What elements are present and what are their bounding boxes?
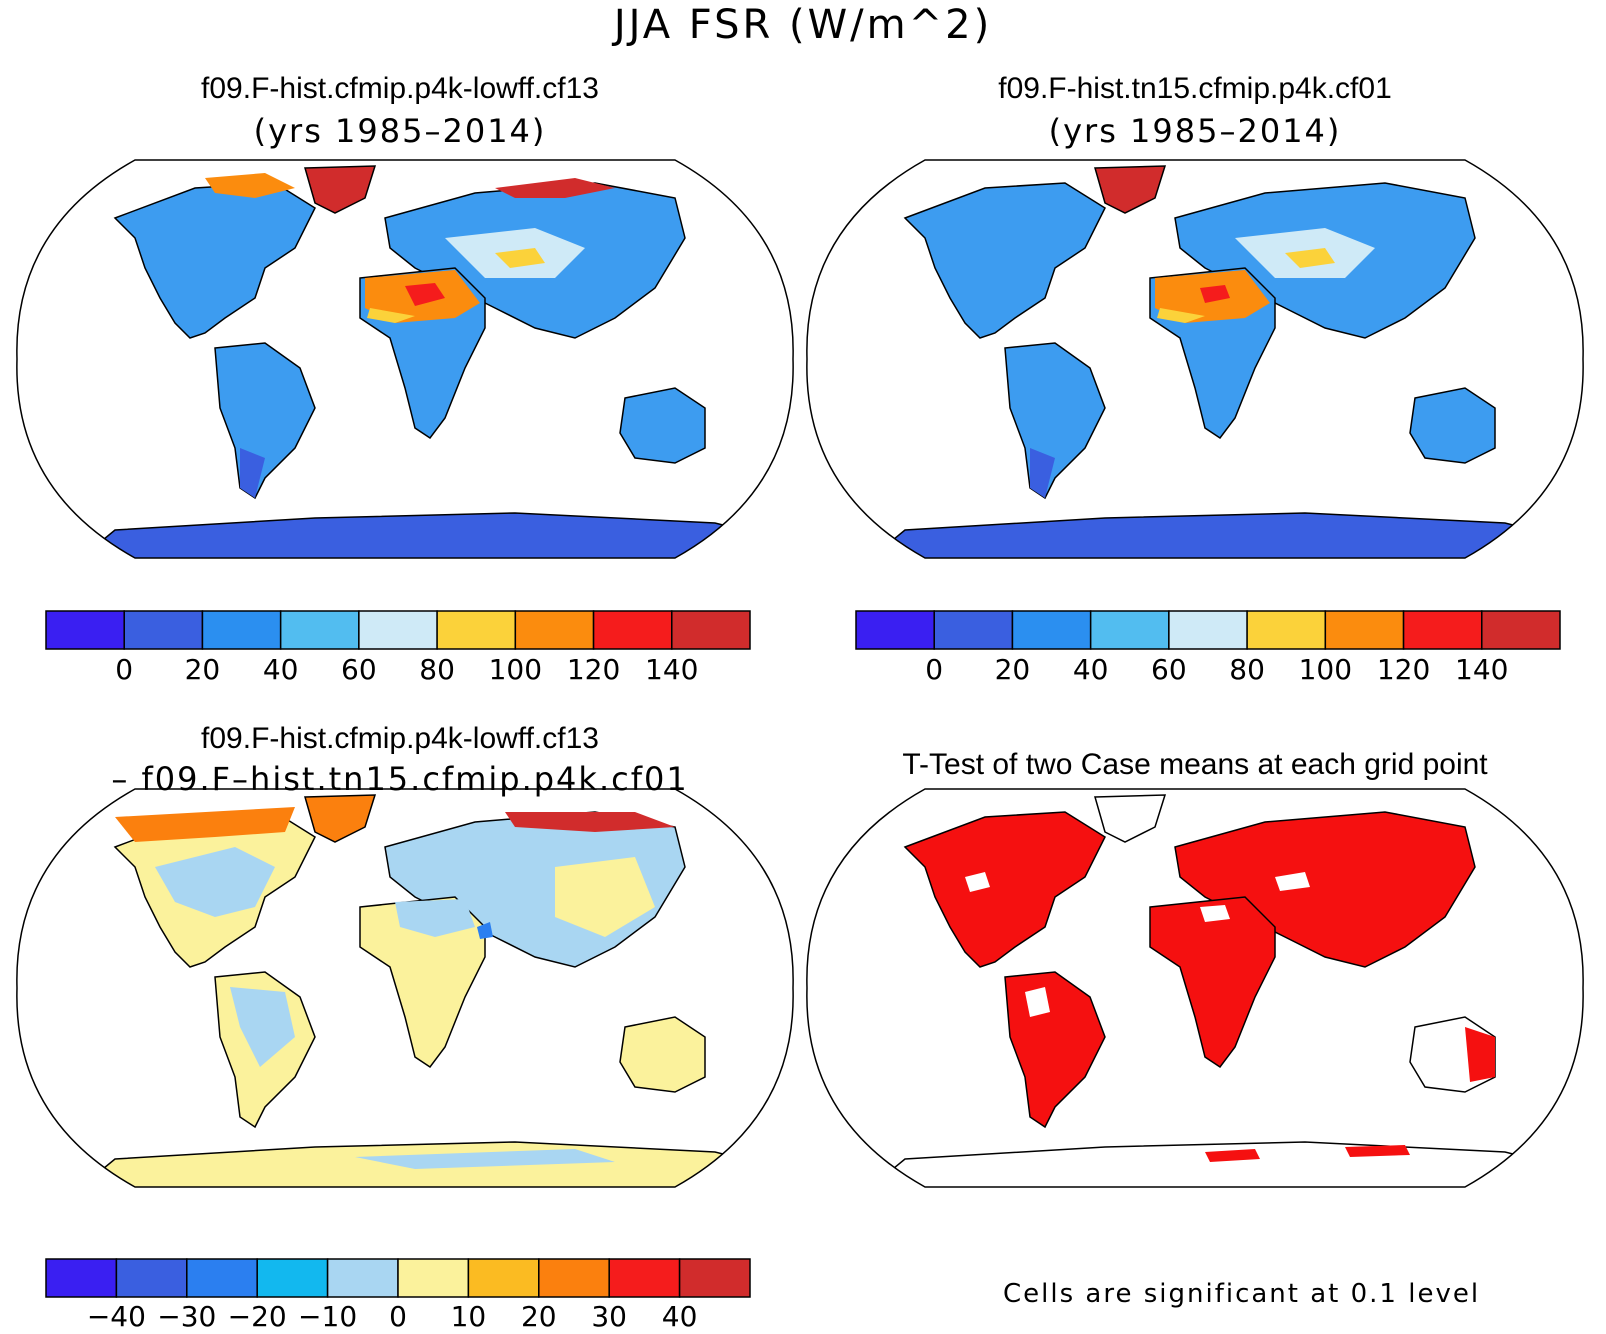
colorbar-tick-label: 40 bbox=[661, 1300, 698, 1333]
colorbar-tick-label: 60 bbox=[1151, 653, 1187, 686]
colorbar-tick-label: 140 bbox=[1455, 653, 1509, 686]
colorbar-swatch bbox=[1481, 610, 1561, 650]
colorbar-swatch bbox=[1089, 610, 1170, 650]
canada-arctic-shape bbox=[205, 173, 295, 198]
north-america-shape bbox=[113, 182, 316, 339]
colorbar-tick-label: 0 bbox=[389, 1300, 407, 1333]
south-america-shape bbox=[214, 342, 316, 500]
colorbar-tick-label: 20 bbox=[994, 653, 1031, 686]
south-america-shape bbox=[1004, 342, 1106, 500]
colorbar-swatch bbox=[436, 610, 517, 650]
panel-1-subtitle: (yrs 1985–2014) bbox=[253, 112, 547, 150]
colorbar-swatch bbox=[279, 610, 360, 650]
colorbar-swatch bbox=[326, 1258, 399, 1298]
colorbar-swatch bbox=[186, 1258, 258, 1298]
colorbar-swatch bbox=[256, 1258, 329, 1298]
colorbar-swatch bbox=[933, 610, 1014, 650]
colorbar-swatch bbox=[123, 610, 204, 650]
greenland-shape bbox=[304, 165, 377, 214]
greenland-shape bbox=[1094, 165, 1167, 214]
map-panel-4 bbox=[806, 788, 1584, 1188]
colorbar-swatch bbox=[1402, 610, 1483, 650]
colorbar-swatch bbox=[855, 610, 935, 650]
colorbar-ticks-panel-1: 0 20 40 60 80 100 120 140 bbox=[46, 653, 750, 687]
colorbar-swatch bbox=[608, 1258, 681, 1298]
colorbar-swatch bbox=[115, 1258, 188, 1298]
map-panel-2 bbox=[806, 159, 1584, 559]
colorbar-swatch bbox=[1168, 610, 1248, 650]
south-america-shape bbox=[1004, 971, 1106, 1129]
figure-title: JJA FSR (W/m^2) bbox=[613, 2, 993, 48]
colorbar-swatch bbox=[467, 1258, 540, 1298]
australia-shape bbox=[1409, 387, 1496, 464]
colorbar-swatch bbox=[1324, 610, 1405, 650]
colorbar-swatch bbox=[514, 610, 595, 650]
significance-note: Cells are significant at 0.1 level bbox=[1003, 1279, 1481, 1309]
colorbar-tick-label: 100 bbox=[1298, 653, 1353, 686]
colorbar-tick-label: 40 bbox=[262, 653, 299, 686]
colorbar-tick-label: 120 bbox=[566, 653, 621, 686]
colorbar-tick-label: 80 bbox=[419, 653, 455, 686]
colorbar-ticks-panel-3: −40 −30 −20 −10 0 10 20 30 40 bbox=[46, 1300, 750, 1334]
colorbar-swatch bbox=[538, 1258, 610, 1298]
panel-3-title: f09.F-hist.cfmip.p4k-lowff.cf13 bbox=[201, 722, 599, 755]
antarctica-shape bbox=[862, 1141, 1566, 1187]
panel-4-title: T-Test of two Case means at each grid po… bbox=[902, 748, 1488, 781]
map-panel-1 bbox=[16, 159, 794, 559]
australia-shape bbox=[619, 1016, 706, 1093]
colorbar-swatch bbox=[45, 1258, 118, 1298]
colorbar-tick-label: 40 bbox=[1072, 653, 1109, 686]
north-america-shape bbox=[903, 811, 1106, 968]
colorbar-panel-3 bbox=[45, 1258, 751, 1298]
colorbar-tick-label: 100 bbox=[488, 653, 543, 686]
colorbar-swatch bbox=[358, 610, 438, 650]
antarctica-shape bbox=[862, 512, 1566, 558]
africa-shape bbox=[1149, 896, 1276, 1069]
colorbar-swatch bbox=[592, 610, 673, 650]
colorbar-tick-label: 140 bbox=[645, 653, 699, 686]
north-america-shape bbox=[903, 182, 1106, 339]
panel-2-subtitle: (yrs 1985–2014) bbox=[1048, 112, 1342, 150]
colorbar-swatch bbox=[201, 610, 282, 650]
antarctica-shape bbox=[72, 512, 776, 558]
greenland-shape bbox=[304, 794, 377, 843]
colorbar-swatch bbox=[1011, 610, 1092, 650]
colorbar-tick-label: 0 bbox=[115, 653, 134, 686]
australia-shape bbox=[619, 387, 706, 464]
colorbar-swatch bbox=[45, 610, 125, 650]
colorbar-tick-label: 60 bbox=[341, 653, 377, 686]
colorbar-tick-label: 0 bbox=[925, 653, 944, 686]
colorbar-tick-label: 80 bbox=[1229, 653, 1265, 686]
colorbar-swatch bbox=[1246, 610, 1327, 650]
colorbar-tick-label: 120 bbox=[1376, 653, 1431, 686]
greenland-shape bbox=[1094, 794, 1167, 843]
colorbar-panel-2 bbox=[855, 610, 1561, 650]
africa-shape bbox=[359, 896, 486, 1069]
colorbar-ticks-panel-2: 0 20 40 60 80 100 120 140 bbox=[856, 653, 1560, 687]
colorbar-tick-label: 20 bbox=[184, 653, 221, 686]
colorbar-swatch bbox=[678, 1258, 751, 1298]
panel-1-title: f09.F-hist.cfmip.p4k-lowff.cf13 bbox=[201, 72, 599, 105]
panel-2-title: f09.F-hist.tn15.cfmip.p4k.cf01 bbox=[998, 72, 1392, 105]
map-panel-3 bbox=[16, 788, 794, 1188]
colorbar-swatch bbox=[397, 1258, 470, 1298]
panel-3-subtitle: – f09.F–hist.tn15.cfmip.p4k.cf01 bbox=[111, 760, 689, 798]
colorbar-panel-1 bbox=[45, 610, 751, 650]
colorbar-swatch bbox=[671, 610, 751, 650]
